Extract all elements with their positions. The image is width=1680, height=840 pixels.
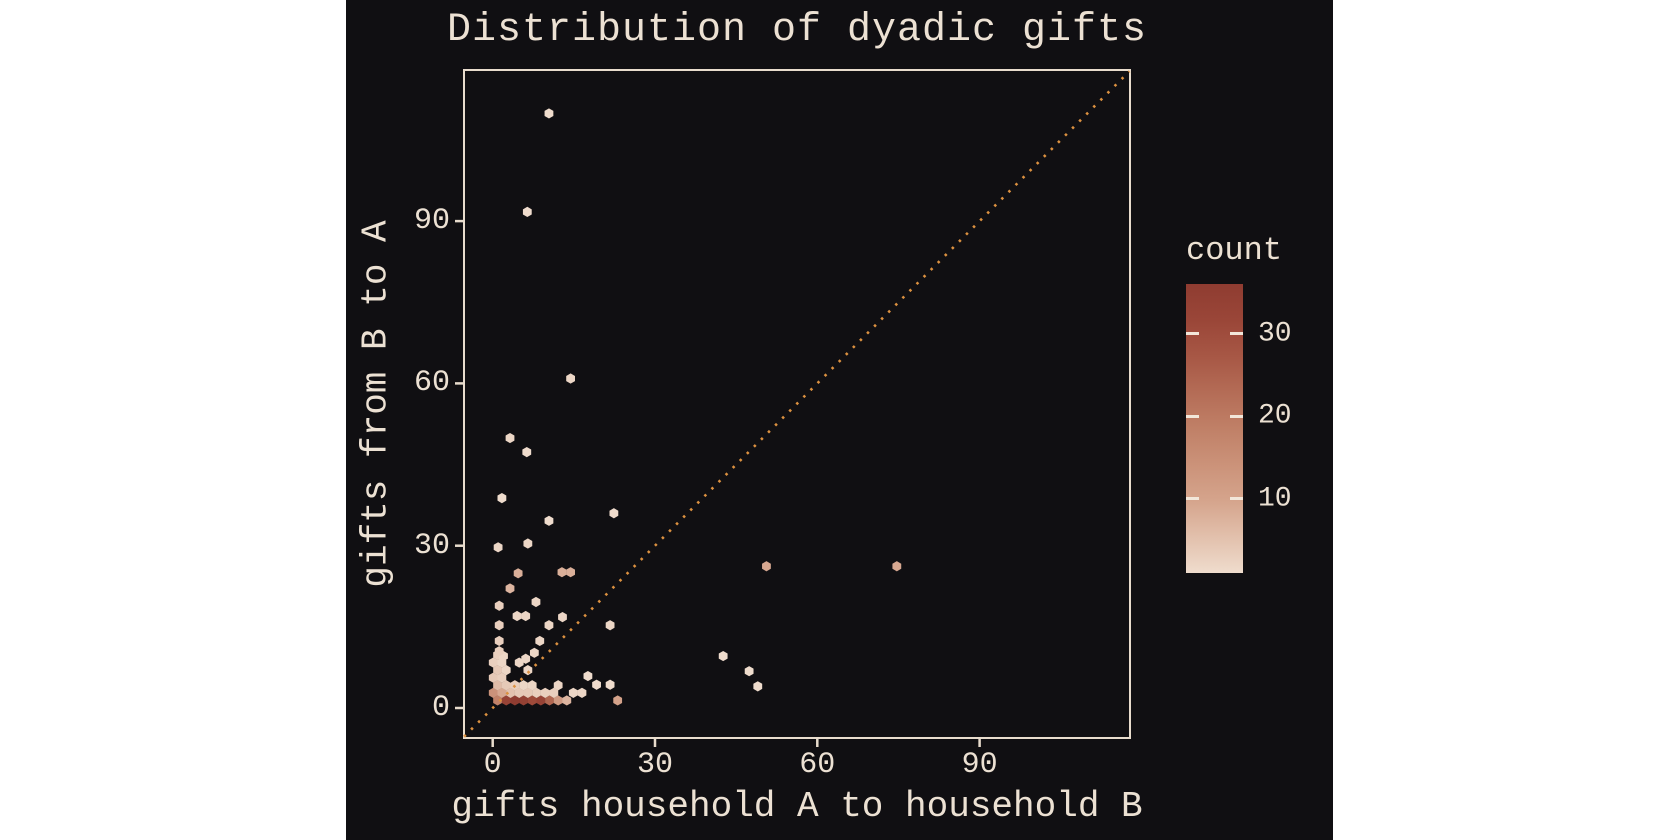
hexbin-point [535, 635, 545, 647]
hexbin-point [506, 687, 515, 698]
hexbin-point [532, 687, 541, 698]
hexbin-point [549, 687, 559, 698]
hexbin-point [592, 679, 601, 690]
hexbin-point [523, 687, 533, 698]
hexbin-point [501, 695, 511, 706]
x-axis-title: gifts household A to household B [451, 786, 1143, 827]
colorbar-tick-mark [1230, 332, 1243, 336]
hexbin-point [531, 596, 541, 608]
hexbin-point [744, 666, 754, 677]
hexbin-point [494, 620, 504, 631]
hexbin-point [558, 612, 567, 623]
colorbar-tick-mark [1186, 497, 1199, 501]
legend-colorbar [1186, 284, 1243, 573]
x-tick-label: 60 [799, 748, 836, 782]
hexbin-point [521, 653, 531, 664]
hexbin-point [544, 515, 554, 526]
hexbin-point [493, 680, 502, 691]
y-tick-label: 0 [431, 691, 450, 725]
hexbin-point [544, 620, 554, 631]
hexbin-point [527, 680, 537, 691]
hexbin-point [718, 650, 728, 662]
hexbin-point [536, 695, 546, 706]
hexbin-point [493, 665, 502, 676]
hexbin-point [557, 567, 567, 578]
hexbin-point [762, 561, 771, 572]
hexbin-point [583, 670, 593, 682]
colorbar-tick-mark [1186, 414, 1199, 418]
hexbin-point [566, 567, 576, 578]
hexbin-point [553, 680, 563, 691]
legend-tick-label: 20 [1258, 400, 1292, 432]
hexbin-point [488, 672, 498, 683]
hexbin-point [519, 695, 528, 706]
y-tick-label: 30 [413, 528, 450, 563]
chart-title: Distribution of dyadic gifts [446, 8, 1148, 53]
x-tick-label: 90 [961, 748, 998, 782]
hexbin-point [494, 646, 504, 657]
legend-tick-label: 10 [1258, 483, 1292, 515]
x-tick-label: 0 [483, 748, 502, 782]
hexbin-point [494, 600, 504, 611]
hexbin-point [605, 679, 615, 690]
hexbin-point [753, 681, 763, 692]
hexbin-point [494, 635, 504, 647]
hexbin-point [562, 695, 572, 706]
hexbin-point [553, 695, 563, 706]
identity-line [463, 70, 1131, 738]
x-tick-label: 30 [636, 748, 674, 782]
y-tick-label: 60 [413, 366, 450, 401]
hexbin-point [488, 687, 498, 698]
hexbin-point [544, 108, 554, 119]
hexbin-point [497, 492, 507, 504]
hexbin-point [529, 647, 539, 658]
hexbin-point [522, 206, 532, 218]
hexbin-point [522, 447, 532, 458]
hexbin-point [501, 665, 511, 676]
hexbin-point [566, 373, 576, 384]
hexbin-point [505, 583, 515, 594]
colorbar-tick-mark [1230, 414, 1243, 418]
legend-title: count [1186, 232, 1283, 269]
hexbin-point [523, 665, 533, 676]
y-tick-label: 90 [413, 204, 450, 239]
colorbar-tick-mark [1186, 332, 1199, 336]
hexbin-point [514, 687, 524, 698]
hexbin-point [527, 695, 537, 706]
hexbin-point [497, 687, 507, 698]
hexbin-point [545, 695, 554, 706]
hexbin-point [513, 568, 523, 579]
hexbin-point [493, 542, 503, 553]
hexbin-point [488, 657, 498, 668]
plot-area [455, 69, 1131, 747]
hexbin-point [523, 538, 533, 549]
hexbin-point [568, 687, 578, 698]
hexbin-point [521, 610, 531, 622]
hexbin-point [609, 508, 619, 519]
hexbin-point [501, 680, 511, 691]
hexbin-point [510, 695, 520, 706]
figure-canvas: Distribution of dyadic gifts gifts from … [346, 0, 1333, 840]
hexbin-point [505, 432, 515, 444]
panel-border [463, 69, 1131, 739]
hexbin-point [540, 687, 550, 698]
hexbin-point [892, 561, 902, 572]
hexbin-point [512, 610, 522, 622]
hexbin-point [613, 695, 623, 706]
hexbin-point [577, 687, 587, 698]
hexbin-point [497, 672, 507, 683]
hexbin-point [605, 620, 615, 631]
colorbar-tick-mark [1230, 497, 1243, 501]
hexbin-point [493, 695, 502, 706]
hexbin-point [519, 680, 528, 691]
legend-tick-label: 30 [1258, 318, 1292, 350]
